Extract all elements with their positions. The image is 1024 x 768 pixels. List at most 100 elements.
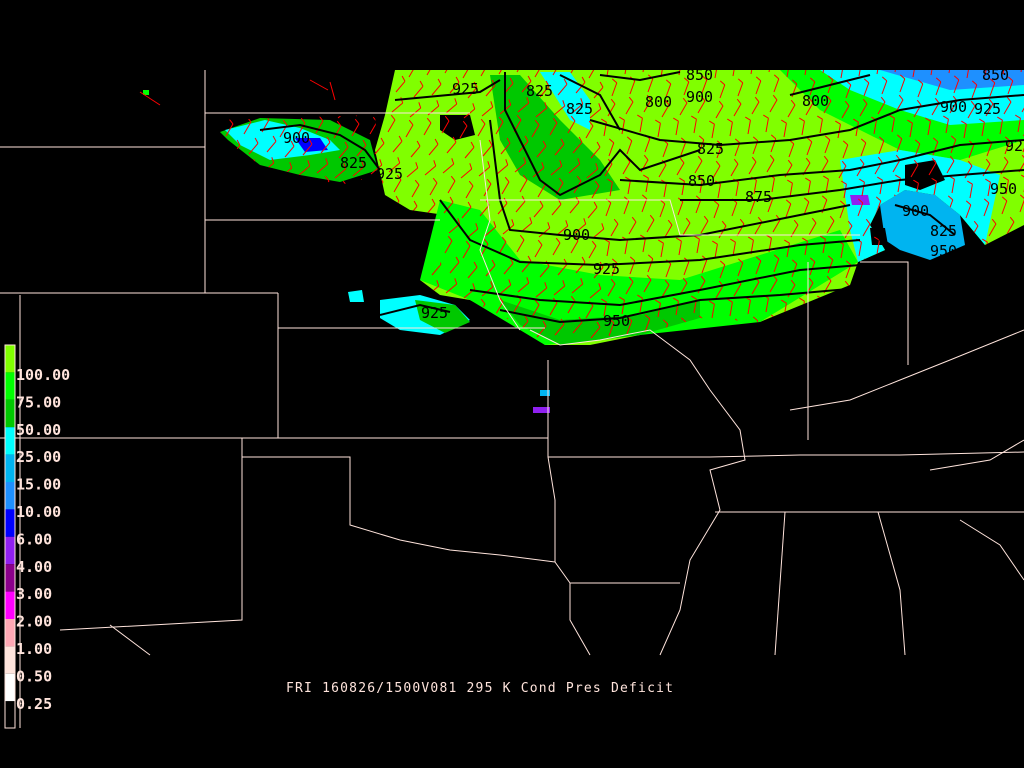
wind-barb	[287, 260, 298, 278]
barb-staff	[625, 101, 634, 115]
wind-barb	[374, 137, 385, 155]
barb-flag	[454, 278, 458, 285]
barb-flag	[547, 222, 551, 229]
barb-flag	[544, 282, 548, 289]
barb-flag	[817, 115, 823, 120]
barb-staff	[951, 179, 955, 194]
barb-flag	[871, 296, 877, 301]
barb-staff	[786, 243, 790, 258]
barb-staff	[765, 118, 769, 133]
wind-barb	[745, 116, 751, 135]
legend-swatch	[5, 427, 15, 455]
wind-barb	[395, 255, 406, 273]
barb-staff	[881, 80, 888, 95]
barb-flag	[970, 280, 976, 287]
barb-flag	[700, 95, 706, 102]
barb-flag	[781, 119, 787, 124]
barb-staff	[642, 70, 646, 73]
wind-barb	[727, 118, 733, 137]
barb-staff	[336, 245, 345, 259]
barb-staff	[570, 240, 579, 254]
barb-flag	[694, 235, 700, 240]
barb-flag	[271, 157, 275, 164]
barb-staff	[986, 322, 993, 337]
barb-staff	[322, 223, 335, 234]
wind-barb	[554, 138, 565, 156]
barb-staff	[676, 162, 685, 176]
legend-label: 25.00	[16, 448, 61, 466]
barb-flag	[988, 278, 994, 285]
barb-staff	[608, 322, 615, 337]
legend-swatch	[5, 454, 15, 482]
wind-barb	[626, 136, 633, 155]
barb-flag	[300, 297, 306, 304]
barb-staff	[590, 146, 601, 159]
wind-barb	[907, 119, 913, 138]
wind-barb	[931, 177, 937, 196]
barb-flag	[339, 240, 345, 247]
barb-flag	[880, 96, 886, 103]
barb-staff	[513, 299, 522, 313]
wind-barb	[459, 120, 468, 139]
barb-flag	[895, 174, 901, 179]
wind-barb	[556, 220, 569, 236]
barb-staff	[304, 225, 317, 236]
barb-staff	[480, 243, 489, 257]
wind-barb	[444, 235, 453, 254]
barb-staff	[983, 202, 990, 217]
wind-barb	[712, 160, 721, 179]
barb-staff	[406, 167, 419, 178]
barb-staff	[985, 283, 994, 297]
wind-barb	[878, 136, 885, 155]
wind-barb	[352, 161, 365, 177]
barb-flag	[340, 61, 344, 66]
wind-barb	[465, 180, 474, 199]
barb-flag	[730, 59, 735, 62]
barb-staff	[621, 120, 625, 135]
barb-staff	[575, 81, 586, 94]
barb-flag	[961, 120, 967, 125]
barb-staff	[516, 239, 525, 253]
wind-barb	[261, 294, 270, 313]
barb-staff	[388, 162, 401, 173]
barb-flag	[766, 234, 772, 239]
barb-staff	[354, 243, 363, 257]
wind-barb	[871, 296, 877, 315]
barb-flag	[288, 179, 294, 186]
barb-flag	[997, 296, 1003, 301]
wind-barb	[712, 240, 718, 259]
barb-flag	[236, 319, 241, 326]
wind-barb	[586, 163, 599, 179]
barb-staff	[357, 183, 366, 197]
fill-region-cyan	[840, 150, 1000, 262]
barb-staff	[772, 219, 781, 233]
barb-staff	[658, 164, 667, 178]
contour-line	[619, 139, 1024, 187]
wind-barb	[534, 70, 543, 78]
wind-barb	[229, 281, 242, 297]
barb-flag	[505, 159, 509, 166]
barb-flag	[506, 137, 511, 144]
barb-staff	[502, 224, 515, 235]
barb-flag	[713, 200, 720, 206]
barb-flag	[593, 201, 598, 208]
wind-barb	[862, 218, 871, 237]
barb-flag	[845, 260, 852, 266]
barb-flag	[700, 275, 706, 282]
barb-staff	[334, 168, 347, 179]
barb-staff	[808, 222, 817, 236]
wind-barb	[333, 300, 342, 319]
wind-barb	[787, 179, 793, 198]
wind-barb	[718, 220, 727, 239]
barb-flag	[452, 136, 457, 143]
barb-flag	[346, 283, 350, 290]
barb-flag	[985, 178, 991, 183]
barb-staff	[567, 120, 576, 134]
wind-barb	[320, 316, 331, 334]
wind-barb	[287, 80, 298, 98]
wind-barb	[642, 70, 646, 73]
barb-flag	[472, 283, 476, 290]
legend-label: 3.00	[16, 585, 52, 603]
wind-barb	[914, 319, 921, 338]
legend-label: 75.00	[16, 393, 61, 411]
